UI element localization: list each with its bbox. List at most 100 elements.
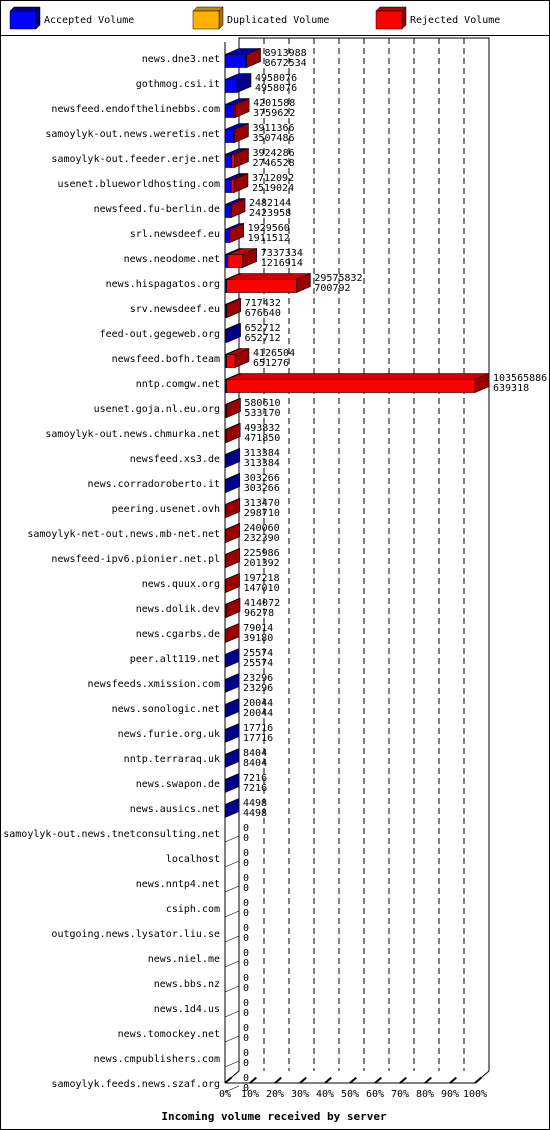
category-label: usenet.blueworldhosting.com — [57, 179, 220, 190]
legend-label-rejected: Rejected Volume — [410, 15, 500, 26]
accepted-value-label: 0 — [243, 1033, 249, 1044]
bar-accepted — [224, 104, 235, 118]
legend-swatch-rejected — [375, 10, 403, 30]
legend-swatch-duplicated-side — [218, 6, 224, 30]
bar-empty — [224, 885, 240, 893]
category-label: outgoing.news.lysator.liu.se — [51, 929, 220, 940]
bar-rejected — [227, 254, 244, 268]
accepted-value-label: 700792 — [314, 283, 350, 294]
legend-swatch-rejected-side — [401, 6, 407, 30]
bar-accepted — [224, 129, 234, 143]
accepted-value-label: 298710 — [244, 508, 280, 519]
x-tick — [374, 1076, 382, 1084]
x-tick — [349, 1076, 357, 1084]
legend-swatch-rejected-top — [375, 6, 407, 12]
accepted-value-label: 471850 — [244, 433, 280, 444]
category-label: srl.newsdeef.eu — [130, 229, 220, 240]
bar-accepted — [224, 229, 230, 243]
total-value-label: 717432 — [245, 298, 281, 309]
category-label: samoylyk-out.news.tnetconsulting.net — [3, 829, 220, 840]
legend-swatch-accepted-side — [35, 6, 41, 30]
category-label: samoylyk-out.news.weretis.net — [45, 129, 220, 140]
category-label: news.quux.org — [142, 579, 220, 590]
category-label: samoylyk.feeds.news.szaf.org — [51, 1079, 220, 1090]
x-tick-label: 90% — [441, 1089, 459, 1100]
category-label: newsfeed.fu-berlin.de — [94, 204, 220, 215]
x-tick — [274, 1076, 282, 1084]
accepted-value-label: 39180 — [243, 633, 273, 644]
bar-empty — [224, 1035, 240, 1043]
category-label: news.1d4.us — [154, 1004, 220, 1015]
legend-item-accepted: Accepted Volume — [9, 6, 134, 30]
total-value-label: 0 — [243, 973, 249, 984]
accepted-value-label: 20044 — [243, 708, 273, 719]
total-value-label: 0 — [243, 898, 249, 909]
total-value-label: 313384 — [244, 448, 280, 459]
category-label: peering.usenet.ovh — [112, 504, 220, 515]
legend-item-rejected: Rejected Volume — [375, 6, 500, 30]
category-label: samoylyk-out.feeder.erje.net — [51, 154, 220, 165]
total-value-label: 0 — [243, 848, 249, 859]
accepted-value-label: 96278 — [244, 608, 274, 619]
accepted-value-label: 0 — [243, 858, 249, 869]
bar-rejected — [226, 279, 297, 293]
x-tick — [424, 1076, 432, 1084]
category-label: newsfeed.xs3.de — [130, 454, 220, 465]
accepted-value-label: 1216914 — [261, 258, 303, 269]
category-label: newsfeed.endofthelinebbs.com — [51, 104, 220, 115]
bar-rejected — [233, 104, 236, 118]
bar-accepted — [224, 204, 232, 218]
accepted-value-label: 4498 — [243, 808, 267, 819]
category-label: news.corradoroberto.it — [88, 479, 220, 490]
x-tick — [299, 1076, 307, 1084]
bar-accepted — [224, 54, 247, 68]
category-label: news.bbs.nz — [154, 979, 220, 990]
x-tick — [474, 1076, 482, 1084]
accepted-value-label: 8404 — [243, 758, 267, 769]
category-label: news.dolik.dev — [136, 604, 220, 615]
accepted-value-label: 3759622 — [253, 108, 295, 119]
category-label: usenet.goja.nl.eu.org — [94, 404, 220, 415]
category-label: gothmog.csi.it — [136, 79, 220, 90]
total-value-label: 0 — [243, 823, 249, 834]
accepted-value-label: 2423958 — [249, 208, 291, 219]
bar-empty — [224, 1010, 240, 1018]
category-label: news.hispagatos.org — [106, 279, 220, 290]
category-label: news.cmpublishers.com — [94, 1054, 220, 1065]
x-tick — [249, 1076, 257, 1084]
category-label: news.cgarbs.de — [136, 629, 220, 640]
category-label: samoylyk-out.news.chmurka.net — [45, 429, 220, 440]
total-value-label: 7337334 — [261, 248, 303, 259]
category-label: news.tomockey.net — [118, 1029, 220, 1040]
total-value-label: 17716 — [243, 723, 273, 734]
total-value-label: 0 — [243, 923, 249, 934]
bar-empty — [224, 1085, 240, 1093]
total-value-label: 414072 — [244, 598, 280, 609]
legend-swatch-accepted-top — [9, 6, 41, 12]
accepted-value-label: 652712 — [245, 333, 281, 344]
accepted-value-label: 0 — [243, 908, 249, 919]
legend: Accepted Volume Duplicated Volume Reject… — [9, 6, 500, 30]
category-label: news.sonologic.net — [112, 704, 220, 715]
accepted-value-label: 676640 — [245, 308, 281, 319]
accepted-value-label: 4958076 — [255, 83, 297, 94]
bar-rejected — [233, 129, 235, 143]
bar-rejected — [245, 54, 247, 68]
category-label: news.dne3.net — [142, 54, 220, 65]
bar-empty — [224, 910, 240, 918]
accepted-value-label: 17716 — [243, 733, 273, 744]
category-label: csiph.com — [166, 904, 220, 915]
accepted-value-label: 651276 — [253, 358, 289, 369]
category-label: peer.alt119.net — [130, 654, 220, 665]
total-value-label: 4201588 — [253, 98, 295, 109]
x-tick — [449, 1076, 457, 1084]
accepted-value-label: 639318 — [493, 383, 529, 394]
bar-empty — [224, 1060, 240, 1068]
bar-accepted — [224, 254, 229, 268]
category-label: news.furie.org.uk — [118, 729, 220, 740]
total-value-label: 23296 — [243, 673, 273, 684]
accepted-value-label: 232390 — [244, 533, 280, 544]
legend-item-duplicated: Duplicated Volume — [192, 6, 329, 30]
total-value-label: 197218 — [243, 573, 279, 584]
